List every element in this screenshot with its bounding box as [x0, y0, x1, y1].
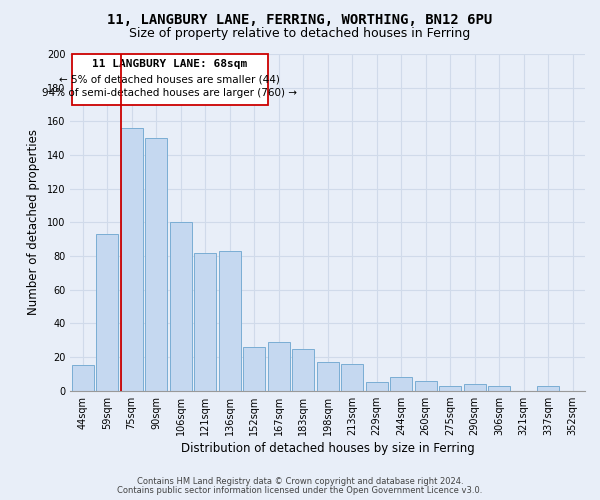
- Text: Contains public sector information licensed under the Open Government Licence v3: Contains public sector information licen…: [118, 486, 482, 495]
- Bar: [415, 380, 437, 390]
- Y-axis label: Number of detached properties: Number of detached properties: [27, 130, 40, 316]
- Bar: [268, 342, 290, 390]
- Bar: [390, 377, 412, 390]
- Text: Contains HM Land Registry data © Crown copyright and database right 2024.: Contains HM Land Registry data © Crown c…: [137, 477, 463, 486]
- Bar: [341, 364, 363, 390]
- Bar: [71, 366, 94, 390]
- Bar: [243, 347, 265, 391]
- Bar: [488, 386, 510, 390]
- Text: Size of property relative to detached houses in Ferring: Size of property relative to detached ho…: [130, 28, 470, 40]
- X-axis label: Distribution of detached houses by size in Ferring: Distribution of detached houses by size …: [181, 442, 475, 455]
- Bar: [121, 128, 143, 390]
- Bar: [96, 234, 118, 390]
- Bar: [537, 386, 559, 390]
- Text: 11 LANGBURY LANE: 68sqm: 11 LANGBURY LANE: 68sqm: [92, 59, 247, 69]
- Bar: [218, 251, 241, 390]
- Text: ← 5% of detached houses are smaller (44): ← 5% of detached houses are smaller (44): [59, 74, 280, 84]
- Bar: [317, 362, 338, 390]
- Bar: [292, 348, 314, 391]
- Bar: [365, 382, 388, 390]
- Text: 94% of semi-detached houses are larger (760) →: 94% of semi-detached houses are larger (…: [42, 88, 297, 98]
- Bar: [194, 252, 216, 390]
- Bar: [170, 222, 191, 390]
- Bar: [71, 54, 268, 104]
- Text: 11, LANGBURY LANE, FERRING, WORTHING, BN12 6PU: 11, LANGBURY LANE, FERRING, WORTHING, BN…: [107, 12, 493, 26]
- Bar: [145, 138, 167, 390]
- Bar: [464, 384, 486, 390]
- Bar: [439, 386, 461, 390]
